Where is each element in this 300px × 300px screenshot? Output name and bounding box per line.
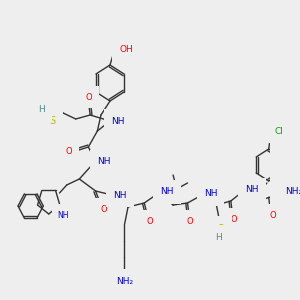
Text: NH: NH [111, 116, 124, 125]
Text: NH: NH [98, 158, 111, 166]
Text: S: S [218, 224, 224, 234]
Text: O: O [86, 92, 93, 101]
Text: NH₂: NH₂ [285, 187, 300, 196]
Text: NH: NH [114, 190, 127, 200]
Text: H: H [38, 104, 45, 113]
Text: O: O [146, 217, 153, 226]
Text: OH: OH [119, 44, 133, 53]
Text: Cl: Cl [274, 127, 283, 136]
Text: O: O [187, 217, 194, 226]
Text: O: O [230, 214, 237, 224]
Text: NH: NH [245, 185, 259, 194]
Text: NH: NH [160, 188, 174, 196]
Text: NH₂: NH₂ [116, 277, 133, 286]
Text: NH: NH [204, 190, 217, 199]
Text: O: O [65, 148, 72, 157]
Text: O: O [100, 205, 107, 214]
Text: O: O [270, 211, 277, 220]
Text: H: H [215, 232, 222, 242]
Text: S: S [49, 116, 56, 126]
Text: NH: NH [58, 211, 69, 220]
